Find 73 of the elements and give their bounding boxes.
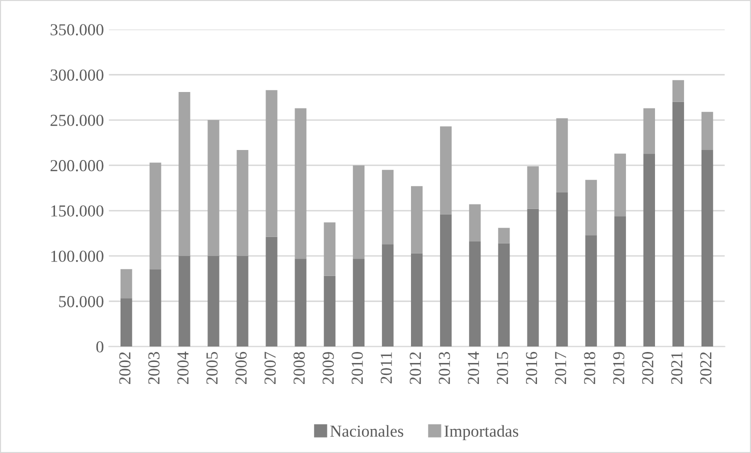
y-tick-label: 300.000 <box>50 69 104 81</box>
x-tick-label: 2003 <box>148 352 160 384</box>
x-tick-label: 2014 <box>468 352 480 384</box>
bar <box>498 228 510 244</box>
bar <box>585 235 597 347</box>
bar <box>410 186 423 254</box>
x-tick-label: 2002 <box>119 352 130 384</box>
y-tick-label: 150.000 <box>51 205 104 217</box>
bar <box>498 243 510 347</box>
bar <box>643 154 655 347</box>
bar <box>120 269 132 298</box>
bar <box>527 166 539 209</box>
bar <box>208 256 220 347</box>
x-tick-label: 2011 <box>380 352 392 384</box>
legend-label: Nacionales <box>330 425 404 437</box>
x-tick-label: 2004 <box>177 352 189 384</box>
bar <box>150 162 162 270</box>
bar <box>643 108 655 154</box>
y-tick-label: 0 <box>96 341 104 352</box>
bar <box>324 276 336 347</box>
x-tick-label: 2008 <box>294 352 305 384</box>
bar <box>352 165 365 259</box>
y-tick-label: 50.000 <box>59 296 104 308</box>
bar <box>150 270 162 347</box>
x-tick-label: 2010 <box>352 352 363 384</box>
bar <box>382 170 394 244</box>
bar <box>410 253 423 347</box>
bar <box>440 126 452 214</box>
bar <box>614 154 626 216</box>
x-tick-label: 2020 <box>642 352 654 384</box>
bar <box>266 90 278 237</box>
bar <box>324 222 336 276</box>
bar <box>120 298 132 347</box>
y-tick-label: 200.000 <box>50 160 104 172</box>
x-tick-label: 2005 <box>206 352 218 384</box>
bar <box>294 108 306 259</box>
bar <box>266 236 278 347</box>
x-tick-label: 2018 <box>584 352 596 384</box>
legend-label: Importadas <box>444 425 518 440</box>
x-tick-label: 2015 <box>496 352 508 384</box>
x-tick-label: 2007 <box>264 352 276 384</box>
x-tick-label: 2017 <box>554 352 566 384</box>
y-tick-label: 250.000 <box>50 114 104 126</box>
bar <box>701 150 714 347</box>
x-tick-label: 2019 <box>613 352 624 384</box>
bar <box>352 258 365 347</box>
bar <box>556 192 568 347</box>
bar <box>469 241 481 347</box>
bar <box>614 216 626 347</box>
y-tick-label: 350.000 <box>50 24 104 36</box>
x-tick-label: 2016 <box>526 352 538 384</box>
bar <box>236 256 248 347</box>
bar <box>672 102 684 347</box>
bar <box>701 112 714 150</box>
x-tick-label: 2009 <box>322 352 334 384</box>
x-tick-label: 2013 <box>438 352 450 384</box>
bar <box>556 118 568 193</box>
y-tick-label: 100.000 <box>51 250 104 262</box>
x-tick-label: 2022 <box>700 352 712 384</box>
bar <box>527 208 539 347</box>
bar <box>236 150 248 256</box>
bar <box>178 92 190 256</box>
bar <box>294 258 306 347</box>
bar <box>440 214 452 347</box>
bar <box>469 204 481 242</box>
bar <box>382 244 394 347</box>
x-tick-label: 2012 <box>410 352 421 384</box>
x-tick-label: 2006 <box>235 352 247 384</box>
bar <box>178 256 190 347</box>
bar <box>585 180 597 236</box>
bar <box>208 120 220 256</box>
x-tick-label: 2021 <box>671 352 682 384</box>
bar <box>672 80 684 102</box>
